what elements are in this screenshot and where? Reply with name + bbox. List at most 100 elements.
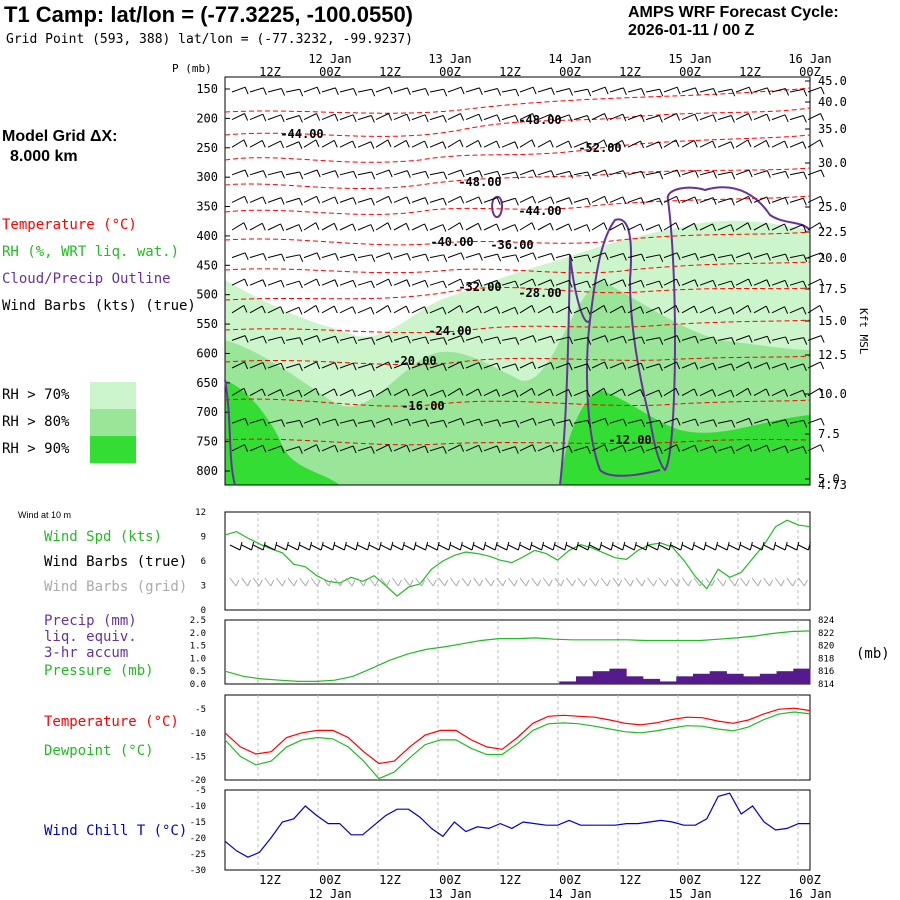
wind-barb bbox=[465, 252, 480, 259]
wind-barb bbox=[645, 280, 660, 286]
temperature-contour-label: -12.00 bbox=[608, 433, 651, 447]
wind-barb bbox=[274, 541, 278, 551]
wind-barb bbox=[641, 88, 646, 96]
wind-barb bbox=[789, 141, 804, 148]
temperature-contour bbox=[224, 195, 811, 215]
wind-barb bbox=[267, 445, 282, 452]
wind-barb bbox=[663, 139, 677, 148]
wind-barb bbox=[298, 198, 303, 206]
wind-barb bbox=[371, 337, 376, 345]
kft-tick-label: 7.5 bbox=[818, 427, 840, 441]
wind-barb bbox=[730, 198, 735, 206]
wind-barb bbox=[550, 253, 555, 261]
wind-barb bbox=[659, 171, 664, 180]
wind-barbs-grid bbox=[229, 577, 808, 587]
wind-barb bbox=[803, 171, 808, 180]
wind-barb bbox=[568, 197, 573, 205]
wind-barb bbox=[589, 544, 600, 551]
wind-barb bbox=[549, 223, 554, 231]
wind-barb bbox=[405, 388, 410, 397]
wind-barb bbox=[789, 389, 804, 397]
wind-barb bbox=[699, 419, 714, 424]
wind-barb bbox=[771, 223, 785, 231]
rh90-region-left bbox=[225, 380, 340, 485]
bottom-hour-label: 12Z bbox=[259, 873, 281, 887]
wind-barb bbox=[287, 544, 299, 551]
wind-barb bbox=[748, 335, 753, 343]
wind-barb bbox=[586, 224, 591, 232]
wind-barb bbox=[802, 280, 807, 289]
wind-barb bbox=[388, 87, 393, 95]
bottom-hour-label: 12Z bbox=[619, 873, 641, 887]
wind-barb bbox=[501, 171, 516, 176]
wind-barb bbox=[735, 169, 750, 176]
wind-barb bbox=[609, 305, 623, 314]
wind-barb bbox=[249, 196, 264, 203]
wind-barb bbox=[496, 114, 501, 122]
wind-barb bbox=[262, 196, 267, 205]
wind-barb bbox=[658, 544, 670, 551]
wind-barb bbox=[496, 223, 501, 232]
wind-barb bbox=[424, 389, 429, 397]
wind-barb bbox=[477, 388, 482, 397]
wind-barb bbox=[807, 169, 822, 176]
wind-barb bbox=[436, 541, 440, 551]
wind-barb bbox=[281, 88, 286, 96]
precip-tick-label: 2.5 bbox=[190, 616, 206, 626]
wind-barb bbox=[280, 306, 285, 314]
wind-barb bbox=[735, 139, 749, 148]
wind-barb bbox=[766, 336, 771, 344]
wind-barb bbox=[515, 420, 520, 428]
wind-barb bbox=[375, 139, 389, 148]
wind-barb bbox=[501, 446, 516, 452]
wind-barb bbox=[243, 305, 248, 313]
wind-barb bbox=[483, 445, 498, 452]
pressure-tick-label: 500 bbox=[196, 288, 218, 302]
pressure-label: Pressure (mb) bbox=[44, 663, 154, 679]
wind-barb bbox=[640, 389, 645, 397]
wind-barb bbox=[316, 418, 321, 426]
wind-barb bbox=[280, 223, 285, 232]
wind-barb bbox=[566, 544, 577, 551]
wind-barb bbox=[748, 361, 753, 370]
wind-chill-tick-label: -5 bbox=[195, 786, 206, 796]
wind-barb bbox=[694, 253, 699, 261]
wind-barb bbox=[555, 197, 570, 203]
wind-barb bbox=[357, 171, 372, 176]
wind-barb bbox=[339, 140, 353, 148]
wind-barb bbox=[699, 279, 714, 286]
wind-barb bbox=[460, 418, 465, 426]
wind-barb bbox=[465, 418, 480, 424]
top-date-label: 14 Jan bbox=[548, 52, 591, 66]
wind-barb bbox=[267, 88, 282, 93]
wind-barb bbox=[406, 196, 411, 205]
wind-barb bbox=[357, 141, 372, 148]
wind-barb bbox=[532, 361, 537, 370]
wind-barb bbox=[321, 170, 336, 176]
wind-barb bbox=[681, 113, 696, 121]
wind-barb bbox=[501, 254, 516, 259]
wind-barb bbox=[717, 337, 732, 341]
temperature-contour bbox=[224, 107, 811, 137]
wind-barb bbox=[766, 196, 771, 205]
precip-tick-label: 1.0 bbox=[190, 654, 206, 664]
wind-barb bbox=[749, 541, 753, 551]
wind-barb bbox=[443, 254, 448, 263]
wind-barb bbox=[820, 113, 825, 121]
wind-barb bbox=[514, 446, 519, 454]
wind-barb bbox=[735, 278, 749, 286]
wind-barb bbox=[429, 197, 444, 203]
legend-wind: Wind Barbs (kts) (true) bbox=[2, 298, 196, 314]
wind-barb bbox=[622, 87, 627, 96]
wind-barb bbox=[425, 541, 429, 551]
wind-barb bbox=[531, 139, 536, 148]
precip-bar bbox=[693, 673, 711, 684]
wind-barb bbox=[753, 305, 767, 314]
wind-barb bbox=[276, 544, 287, 551]
wind-barb bbox=[299, 544, 310, 551]
wind-barb bbox=[293, 579, 298, 587]
wind-barb bbox=[676, 444, 681, 452]
wind-barb bbox=[784, 541, 788, 551]
wind-barb bbox=[262, 170, 267, 178]
wind-barb bbox=[604, 252, 609, 260]
